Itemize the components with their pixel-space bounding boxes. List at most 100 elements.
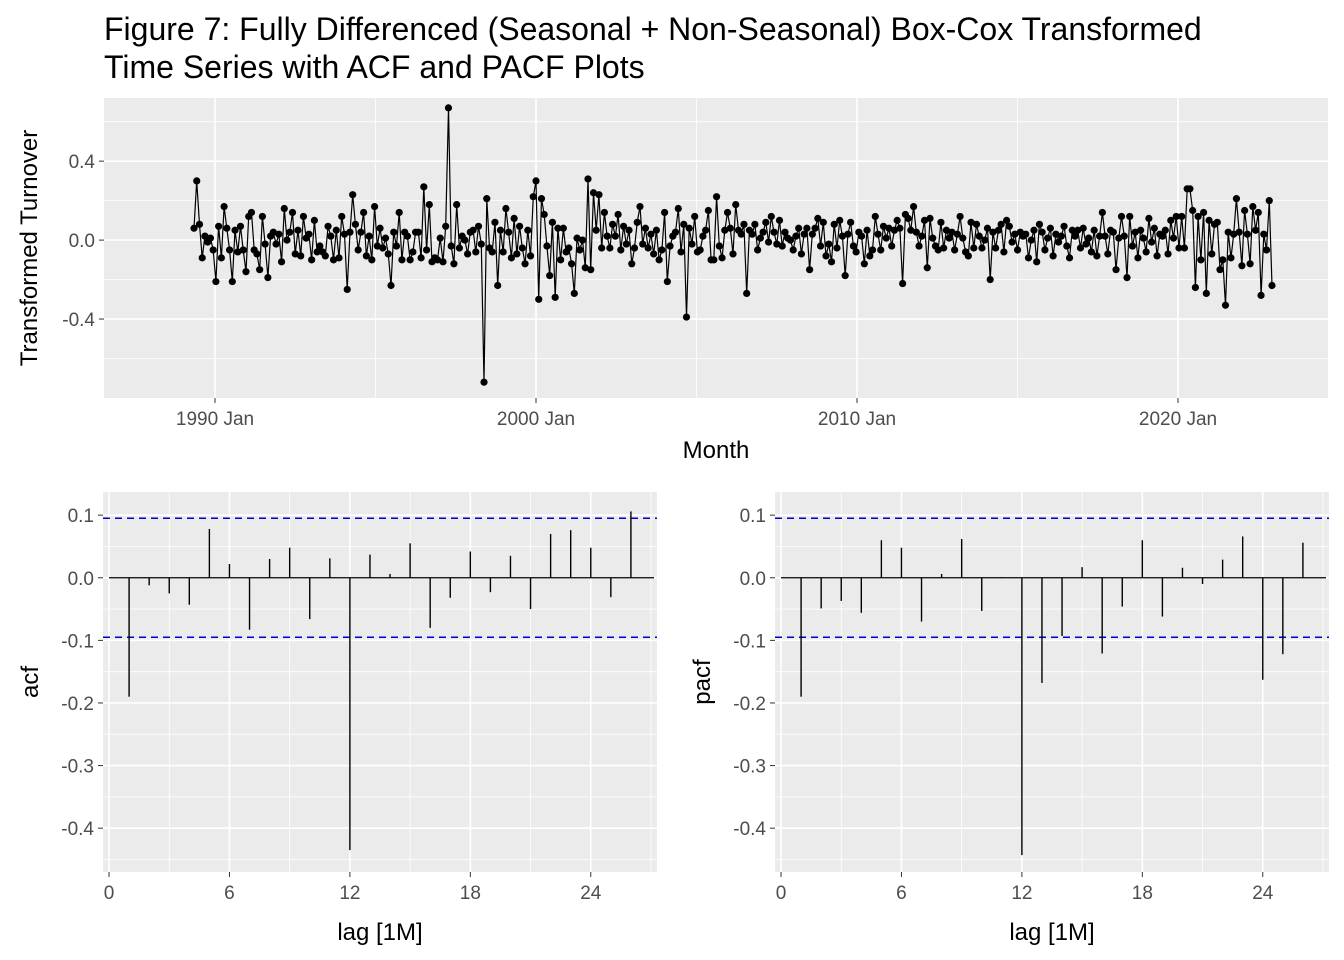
ts-data-point bbox=[836, 216, 844, 224]
ts-data-point bbox=[1098, 208, 1106, 217]
ts-data-point bbox=[1251, 226, 1260, 234]
ts-data-point bbox=[261, 240, 269, 248]
ts-data-point bbox=[1093, 252, 1101, 260]
ts-data-point bbox=[1071, 232, 1079, 240]
ts-data-point bbox=[1268, 281, 1276, 290]
pacf-y-axis-label: pacf bbox=[689, 659, 716, 705]
ts-data-point bbox=[1167, 216, 1175, 224]
ts-data-point bbox=[674, 204, 682, 213]
ts-data-point bbox=[510, 214, 518, 222]
ts-y-axis-label: Transformed Turnover bbox=[16, 130, 43, 367]
ts-data-point bbox=[644, 244, 652, 252]
ts-data-point bbox=[1046, 224, 1054, 232]
ts-data-point bbox=[874, 230, 882, 238]
ts-data-point bbox=[825, 240, 833, 248]
ts-data-point bbox=[748, 230, 756, 238]
ts-data-point bbox=[1227, 254, 1235, 262]
ts-data-point bbox=[217, 254, 225, 262]
ts-data-point bbox=[606, 244, 614, 252]
ts-data-point bbox=[1022, 230, 1030, 238]
ts-data-point bbox=[193, 177, 201, 185]
ts-data-point bbox=[291, 250, 299, 258]
ts-x-tick-label: 2000 Jan bbox=[497, 409, 575, 430]
ts-data-point bbox=[1117, 212, 1126, 221]
ts-data-point bbox=[239, 246, 247, 254]
ts-data-point bbox=[305, 230, 313, 238]
ts-data-point bbox=[926, 214, 934, 222]
ts-data-point bbox=[340, 230, 349, 238]
ts-data-point bbox=[795, 224, 803, 232]
ts-data-point bbox=[609, 220, 617, 228]
ts-data-point bbox=[940, 244, 948, 252]
ts-data-point bbox=[515, 222, 524, 230]
ts-data-point bbox=[1057, 232, 1065, 240]
ts-data-point bbox=[641, 224, 650, 232]
ts-data-point bbox=[808, 230, 816, 238]
acf-y-tick-label: 0.1 bbox=[68, 506, 94, 527]
acf-x-tick-label: 24 bbox=[580, 883, 602, 904]
ts-data-point bbox=[633, 218, 641, 226]
ts-data-point bbox=[496, 226, 505, 234]
ts-data-point bbox=[871, 212, 879, 221]
ts-data-point bbox=[622, 240, 630, 248]
ts-data-point bbox=[764, 238, 773, 246]
ts-data-point bbox=[1128, 242, 1137, 250]
ts-data-point bbox=[461, 236, 469, 244]
ts-data-point bbox=[789, 246, 797, 254]
ts-data-point bbox=[909, 202, 918, 211]
ts-data-point bbox=[833, 244, 841, 252]
ts-data-point bbox=[551, 293, 559, 301]
ts-data-point bbox=[696, 246, 704, 254]
ts-data-point bbox=[236, 222, 245, 230]
ts-data-point bbox=[986, 275, 994, 284]
ts-data-point bbox=[329, 256, 338, 264]
ts-data-point bbox=[800, 230, 808, 238]
ts-data-point bbox=[827, 258, 836, 266]
ts-data-point bbox=[830, 220, 838, 228]
ts-data-point bbox=[934, 246, 942, 254]
ts-data-point bbox=[1030, 226, 1038, 234]
ts-data-point bbox=[581, 264, 589, 272]
ts-data-point bbox=[636, 202, 644, 211]
ts-data-point bbox=[1230, 230, 1238, 238]
ts-data-point bbox=[877, 246, 885, 254]
ts-data-point bbox=[220, 202, 228, 211]
ts-data-point bbox=[923, 264, 931, 272]
ts-data-point bbox=[223, 224, 231, 232]
ts-data-point bbox=[1115, 234, 1123, 242]
ts-data-point bbox=[617, 246, 625, 254]
ts-data-point bbox=[1232, 195, 1241, 203]
ts-data-point bbox=[422, 246, 431, 254]
ts-data-point bbox=[275, 230, 283, 238]
ts-data-point bbox=[1090, 226, 1098, 234]
ts-data-point bbox=[1013, 246, 1022, 254]
ts-data-point bbox=[362, 252, 370, 260]
ts-data-point bbox=[546, 272, 554, 280]
ts-data-point bbox=[425, 200, 433, 209]
ts-data-point bbox=[406, 256, 414, 264]
ts-data-point bbox=[557, 256, 565, 264]
ts-data-point bbox=[1150, 224, 1158, 232]
ts-data-point bbox=[1142, 248, 1150, 256]
chart-title-line-1: Figure 7: Fully Differenced (Seasonal + … bbox=[104, 11, 1202, 47]
ts-data-point bbox=[959, 234, 967, 242]
ts-data-point bbox=[543, 242, 551, 250]
ts-data-point bbox=[444, 104, 453, 112]
pacf-panel-background bbox=[775, 492, 1329, 872]
pacf-x-tick-label: 18 bbox=[1132, 883, 1153, 904]
ts-data-point bbox=[1246, 260, 1254, 268]
ts-data-point bbox=[677, 248, 685, 256]
ts-data-point bbox=[286, 228, 294, 236]
ts-data-point bbox=[920, 216, 929, 224]
ts-data-point bbox=[474, 222, 483, 230]
ts-data-point bbox=[600, 208, 609, 217]
ts-data-point bbox=[567, 260, 576, 268]
ts-data-point bbox=[1109, 228, 1117, 236]
ts-data-point bbox=[1197, 256, 1205, 264]
ts-data-point bbox=[639, 240, 647, 248]
ts-data-point bbox=[754, 246, 762, 254]
ts-data-point bbox=[868, 246, 877, 254]
ts-data-point bbox=[1131, 228, 1139, 236]
ts-data-point bbox=[603, 232, 611, 240]
